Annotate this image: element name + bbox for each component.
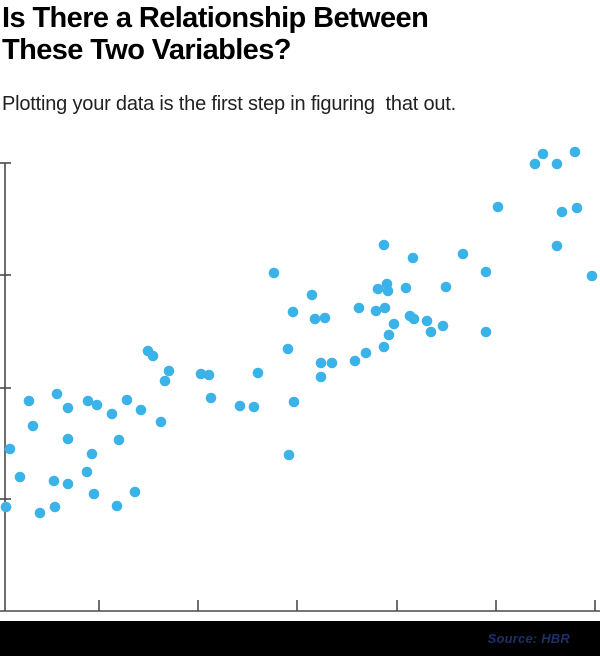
data-point <box>113 434 125 446</box>
data-point <box>159 375 171 387</box>
data-point <box>268 267 280 279</box>
data-point <box>86 448 98 460</box>
data-point <box>23 395 35 407</box>
data-point <box>49 501 61 513</box>
data-point <box>326 357 338 369</box>
chart-title: Is There a Relationship Between These Two… <box>2 2 596 66</box>
data-point <box>480 326 492 338</box>
data-point <box>91 399 103 411</box>
data-point <box>349 355 361 367</box>
data-point <box>571 202 583 214</box>
data-point <box>195 368 207 380</box>
data-point <box>400 282 412 294</box>
data-point <box>81 466 93 478</box>
data-point <box>163 365 175 377</box>
data-point <box>421 315 433 327</box>
data-point <box>252 367 264 379</box>
data-point <box>283 449 295 461</box>
data-point <box>425 326 437 338</box>
data-point <box>62 433 74 445</box>
chart-title-line-1: Is There a Relationship Between <box>2 2 429 34</box>
data-point <box>407 252 419 264</box>
data-point <box>551 158 563 170</box>
scatter-plot <box>0 146 600 612</box>
data-point <box>315 357 327 369</box>
data-point <box>370 305 382 317</box>
data-point <box>372 283 384 295</box>
data-point <box>492 201 504 213</box>
chart-title-line-2: These Two Variables? <box>2 34 291 66</box>
data-point <box>457 248 469 260</box>
data-point <box>62 478 74 490</box>
data-point <box>437 320 449 332</box>
data-point <box>529 158 541 170</box>
data-point <box>569 146 581 158</box>
source-bar: Source: HBR <box>0 621 600 656</box>
data-point <box>51 388 63 400</box>
source-label: Source: HBR <box>487 631 570 646</box>
data-point <box>82 395 94 407</box>
data-point <box>14 471 26 483</box>
data-point <box>205 392 217 404</box>
data-point <box>378 341 390 353</box>
data-point <box>111 500 123 512</box>
data-point <box>0 501 12 513</box>
data-point <box>135 404 147 416</box>
data-point <box>556 206 568 218</box>
data-point <box>121 394 133 406</box>
data-point <box>319 312 331 324</box>
data-point <box>383 329 395 341</box>
data-point <box>309 313 321 325</box>
chart-subtitle: Plotting your data is the first step in … <box>2 93 457 115</box>
data-point <box>480 266 492 278</box>
data-point <box>379 302 391 314</box>
data-point <box>378 239 390 251</box>
data-point <box>360 347 372 359</box>
data-point <box>408 313 420 325</box>
data-point <box>382 285 394 297</box>
data-point <box>129 486 141 498</box>
data-point <box>306 289 318 301</box>
data-point <box>440 281 452 293</box>
data-point <box>88 488 100 500</box>
data-point <box>282 343 294 355</box>
data-point <box>315 371 327 383</box>
data-point <box>551 240 563 252</box>
data-point <box>287 306 299 318</box>
data-point <box>203 369 215 381</box>
data-point <box>353 302 365 314</box>
chart-header: Is There a Relationship Between These Two… <box>0 0 596 116</box>
data-point <box>27 420 39 432</box>
data-point <box>4 443 16 455</box>
data-point <box>288 396 300 408</box>
data-point <box>537 148 549 160</box>
data-point <box>248 401 260 413</box>
data-point <box>62 402 74 414</box>
data-point <box>34 507 46 519</box>
data-point <box>48 475 60 487</box>
data-point <box>147 350 159 362</box>
data-point <box>155 416 167 428</box>
data-point <box>234 400 246 412</box>
data-point <box>106 408 118 420</box>
data-point <box>586 270 598 282</box>
data-point <box>388 318 400 330</box>
